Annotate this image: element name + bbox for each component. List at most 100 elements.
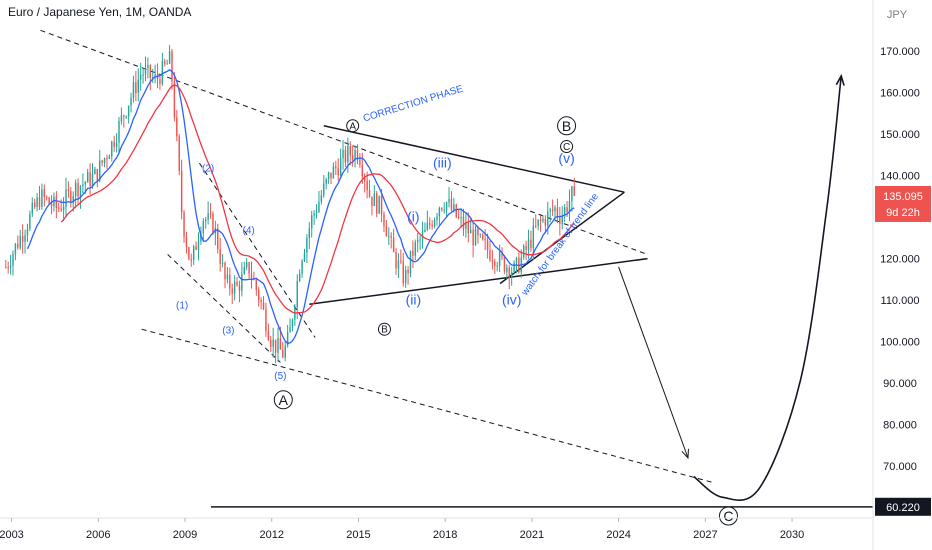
candle-body	[58, 207, 60, 209]
candle-body	[31, 202, 34, 215]
candle-body	[55, 196, 58, 208]
candle-body	[323, 183, 325, 196]
candle-body	[491, 259, 494, 262]
x-tick-label: 2006	[86, 529, 110, 541]
wave-label: (v)	[558, 150, 574, 166]
down-arrow	[618, 266, 689, 459]
candle-body	[24, 235, 26, 242]
candle-body	[404, 269, 407, 284]
candle-body	[460, 216, 462, 218]
candle-body	[479, 234, 482, 236]
candle-body	[291, 319, 294, 328]
candle-body	[12, 253, 14, 266]
candle-body	[29, 214, 31, 229]
lower-dashed-channel	[141, 328, 715, 484]
wave-label: (4)	[242, 226, 254, 237]
candle-body	[453, 204, 455, 210]
candle-body	[525, 245, 527, 251]
wave-label: (iii)	[433, 154, 452, 170]
candle-body	[270, 339, 272, 347]
candle-body	[494, 261, 496, 267]
candle-body	[563, 207, 566, 217]
candle-body	[298, 273, 301, 281]
candle-body	[477, 229, 479, 236]
y-tick-label: 90.000	[883, 378, 917, 390]
triangle-upper-line	[323, 125, 625, 193]
candle-body	[412, 250, 414, 256]
y-tick-label: 120.000	[880, 254, 920, 266]
candle-body	[426, 222, 429, 230]
candle-body	[94, 169, 96, 175]
wave-circle	[377, 322, 391, 336]
candle-body	[113, 141, 115, 147]
candle-body	[231, 288, 233, 294]
candle-body	[284, 345, 286, 358]
candle-body	[19, 236, 21, 248]
candle-body	[168, 51, 171, 64]
candle-body	[96, 169, 99, 181]
candle-body	[556, 207, 559, 217]
candle-body	[542, 218, 544, 221]
candle-body	[392, 237, 395, 253]
curve-arrow-head	[835, 73, 845, 86]
candle-body	[164, 60, 166, 64]
candle-layer	[5, 44, 576, 364]
candle-body	[205, 219, 207, 222]
candle-body	[571, 186, 573, 202]
currency-label: JPY	[887, 9, 908, 21]
candle-body	[354, 150, 356, 160]
candle-body	[515, 257, 518, 263]
candle-body	[332, 166, 335, 179]
wave-circle	[718, 506, 738, 526]
candle-body	[207, 213, 209, 220]
candle-body	[14, 243, 17, 254]
candle-body	[395, 252, 397, 269]
candle-body	[212, 213, 214, 234]
candle-body	[414, 242, 417, 256]
candle-body	[180, 170, 183, 213]
candle-body	[313, 213, 315, 216]
candle-body	[238, 285, 241, 291]
candle-body	[120, 115, 123, 122]
candle-body	[436, 216, 438, 220]
candle-body	[125, 116, 127, 118]
wave-label: (iv)	[502, 291, 521, 307]
candle-body	[482, 234, 484, 240]
candle-body	[265, 308, 267, 332]
wedge-lower-dashed	[167, 254, 281, 363]
candle-body	[400, 260, 402, 262]
candle-body	[50, 203, 53, 207]
x-tick-label: 2030	[780, 529, 804, 541]
candle-body	[368, 190, 371, 197]
candle-body	[327, 172, 330, 179]
candle-body	[457, 216, 460, 218]
candle-body	[123, 115, 125, 117]
candle-body	[84, 182, 86, 185]
candle-body	[296, 280, 298, 308]
triangle-lower-line	[309, 257, 648, 306]
candle-body	[130, 97, 132, 106]
candle-body	[407, 269, 409, 274]
wave-circle	[346, 119, 360, 133]
candle-body	[178, 136, 180, 171]
wave-circle	[560, 140, 574, 154]
candle-body	[522, 245, 525, 258]
candle-body	[217, 228, 219, 250]
annotation-layer: (1)(2)(3)(4)(5)(i)(ii)(iii)(iv)(v)AABBCC…	[176, 84, 738, 526]
wave-circle-label: C	[563, 142, 570, 153]
candle-body	[376, 193, 378, 214]
candle-body	[89, 172, 91, 187]
candle-body	[445, 202, 448, 210]
candle-body	[161, 60, 164, 84]
candle-body	[67, 189, 70, 191]
candle-body	[197, 241, 200, 250]
candle-body	[462, 216, 465, 229]
candle-body	[484, 239, 486, 241]
candle-body	[173, 81, 176, 118]
candle-body	[308, 228, 311, 238]
candle-body	[474, 229, 477, 246]
candle-body	[467, 223, 470, 234]
wave-label: (1)	[176, 300, 188, 311]
x-tick-label: 2009	[173, 529, 197, 541]
candle-body	[465, 223, 467, 229]
